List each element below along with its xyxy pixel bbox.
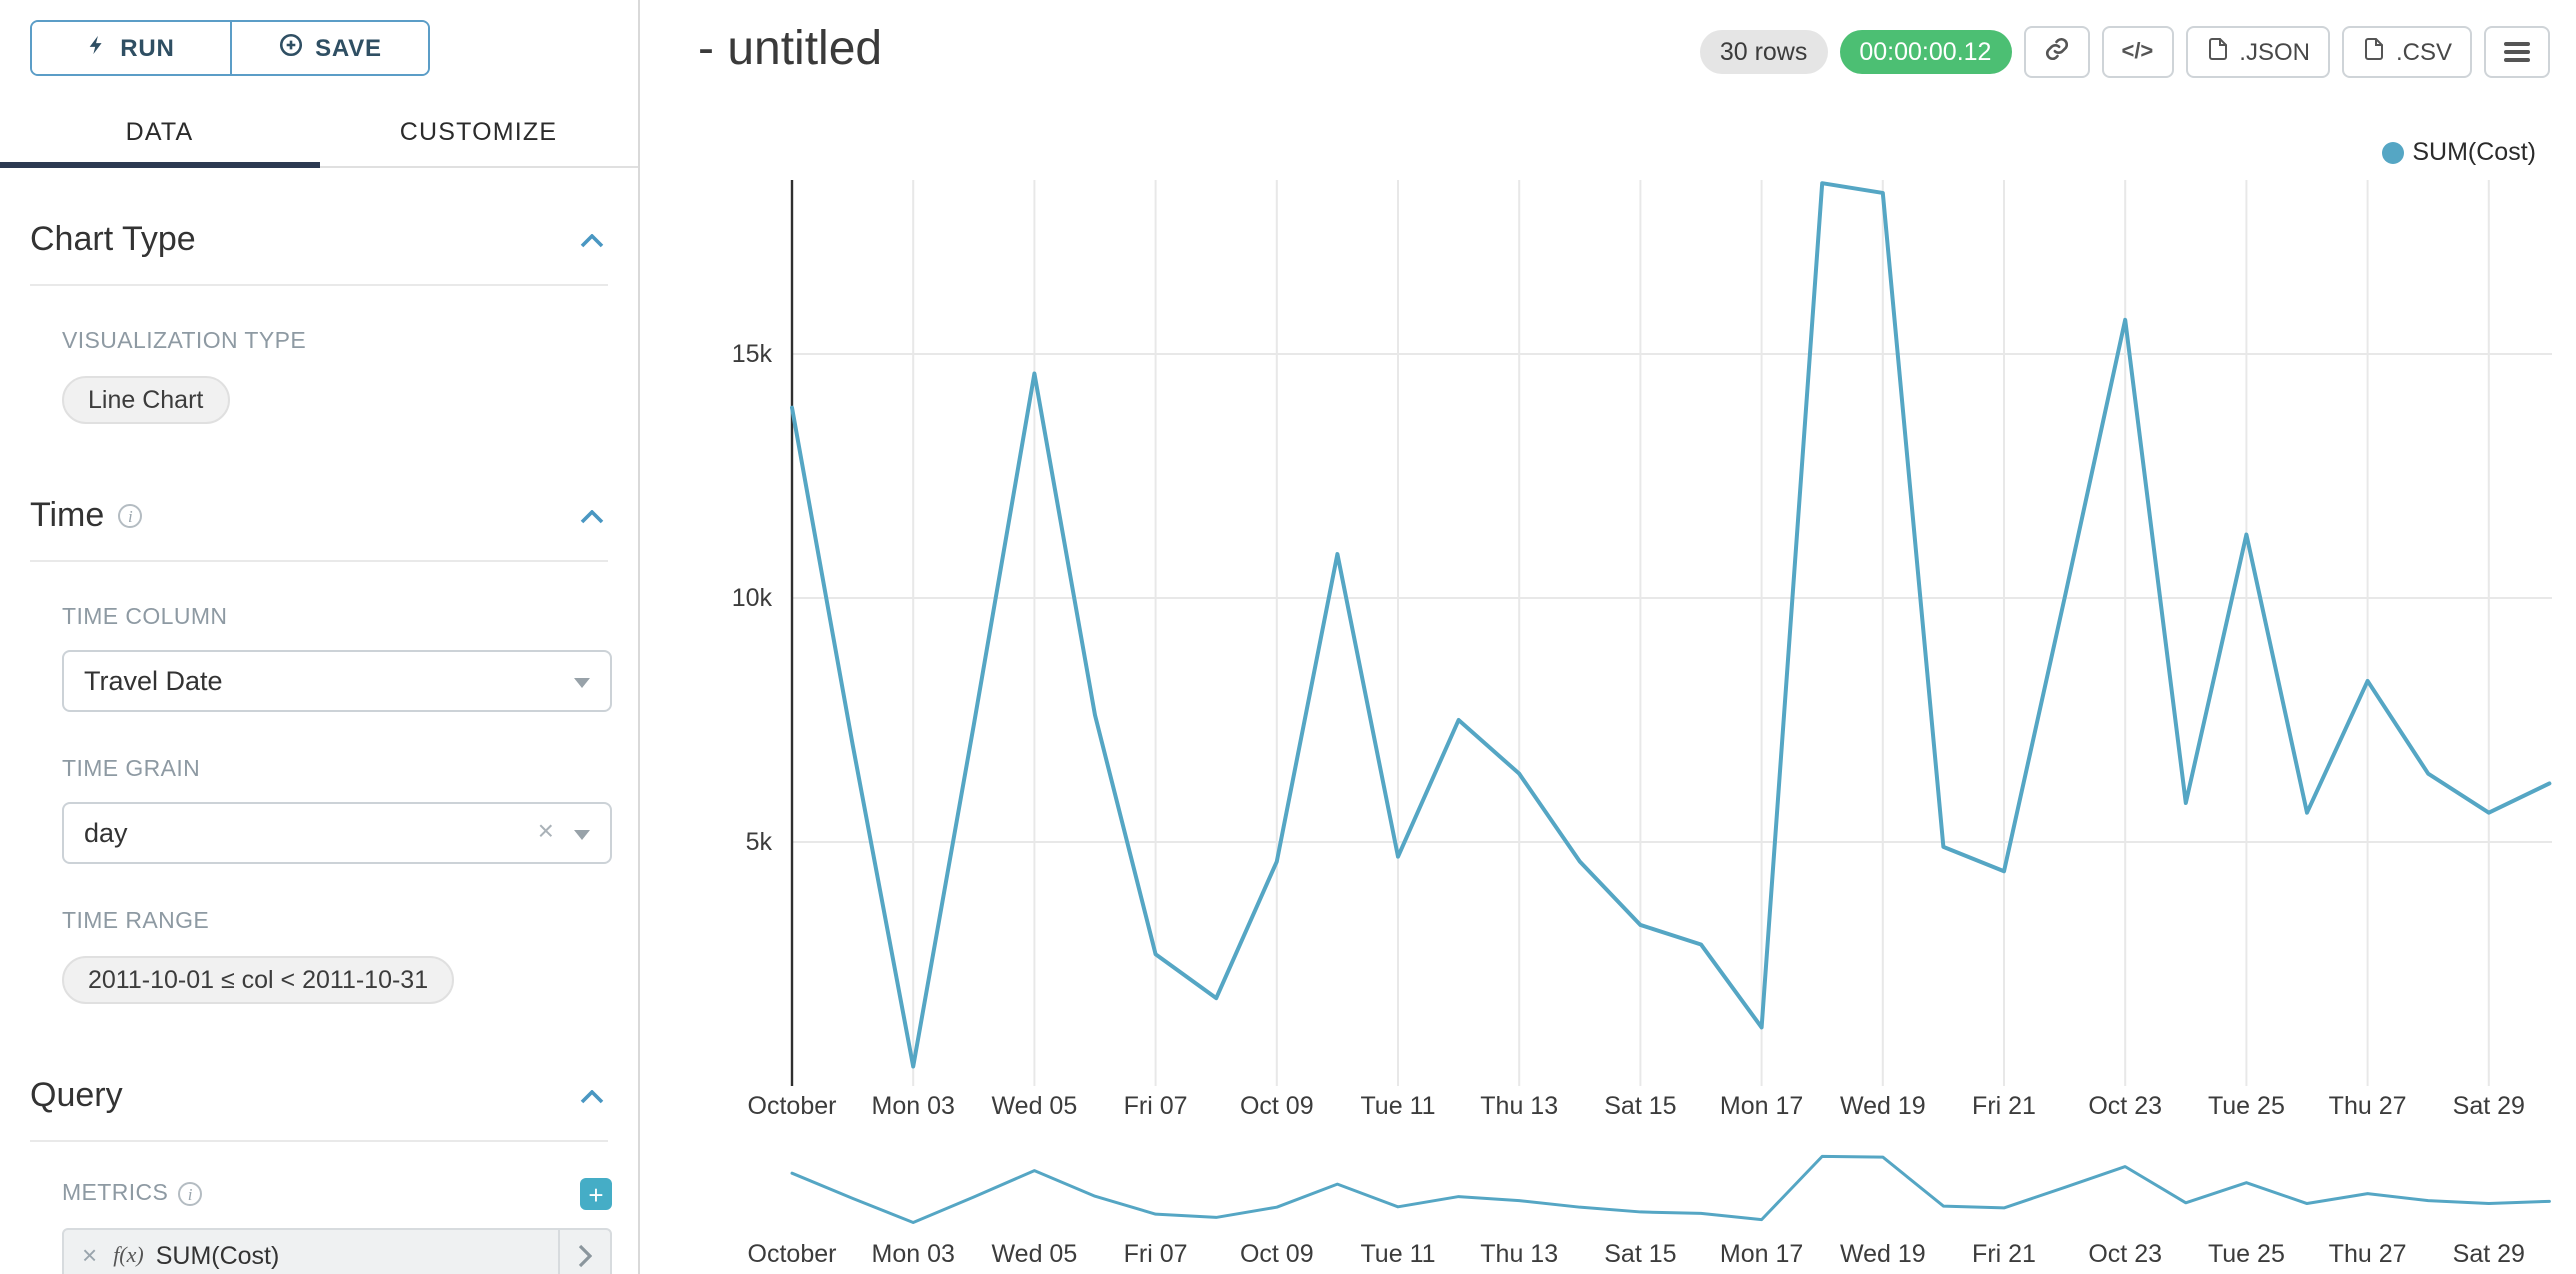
time-grain-select[interactable]: day × bbox=[62, 802, 612, 864]
save-label: SAVE bbox=[315, 34, 382, 62]
metric-pill[interactable]: × f(x) SUM(Cost) bbox=[62, 1228, 612, 1274]
section-title: Query bbox=[30, 1076, 123, 1114]
svg-text:Sat 29: Sat 29 bbox=[2453, 1092, 2525, 1120]
svg-text:Thu 13: Thu 13 bbox=[1480, 1092, 1558, 1120]
file-icon bbox=[2362, 36, 2386, 68]
svg-text:5k: 5k bbox=[746, 828, 773, 856]
metrics-label: METRICS bbox=[62, 1182, 169, 1206]
export-csv-label: .CSV bbox=[2395, 38, 2452, 66]
clear-icon[interactable]: × bbox=[537, 814, 554, 846]
chevron-up-icon[interactable] bbox=[580, 498, 604, 534]
save-button[interactable]: SAVE bbox=[229, 22, 428, 74]
section-title: Time bbox=[30, 496, 105, 534]
svg-text:Thu 27: Thu 27 bbox=[2329, 1240, 2407, 1268]
svg-text:Oct 09: Oct 09 bbox=[1240, 1092, 1314, 1120]
svg-text:Sat 15: Sat 15 bbox=[1604, 1240, 1676, 1268]
svg-text:Thu 13: Thu 13 bbox=[1480, 1240, 1558, 1268]
svg-text:Wed 19: Wed 19 bbox=[1840, 1240, 1926, 1268]
section-chart-type: Chart Type VISUALIZATION TYPE Line Chart bbox=[30, 220, 608, 424]
svg-text:Mon 17: Mon 17 bbox=[1720, 1240, 1803, 1268]
bolt-icon bbox=[86, 32, 108, 64]
plus-circle-icon bbox=[277, 32, 303, 64]
chart-header-actions: 30 rows 00:00:00.12 </> .JSON .CSV bbox=[1699, 26, 2550, 78]
chevron-right-icon[interactable] bbox=[558, 1230, 610, 1274]
svg-text:Fri 07: Fri 07 bbox=[1124, 1092, 1188, 1120]
svg-text:Mon 03: Mon 03 bbox=[872, 1240, 955, 1268]
section-query-header[interactable]: Query bbox=[30, 1076, 608, 1142]
chevron-up-icon[interactable] bbox=[580, 222, 604, 258]
time-column-select[interactable]: Travel Date bbox=[62, 650, 612, 712]
panel-tabs: DATA CUSTOMIZE bbox=[0, 96, 638, 168]
section-time-header[interactable]: Time i bbox=[30, 496, 608, 562]
time-grain-label: TIME GRAIN bbox=[62, 758, 201, 782]
hamburger-icon bbox=[2504, 41, 2530, 63]
time-range-pill[interactable]: 2011-10-01 ≤ col < 2011-10-31 bbox=[62, 956, 455, 1004]
svg-text:10k: 10k bbox=[732, 584, 773, 612]
viz-type-pill[interactable]: Line Chart bbox=[62, 376, 230, 424]
svg-text:Oct 09: Oct 09 bbox=[1240, 1240, 1314, 1268]
info-icon: i bbox=[118, 504, 143, 528]
export-json-button[interactable]: .JSON bbox=[2185, 26, 2330, 78]
svg-text:Sat 29: Sat 29 bbox=[2453, 1240, 2525, 1268]
svg-text:October: October bbox=[748, 1240, 837, 1268]
time-column-label: TIME COLUMN bbox=[62, 606, 228, 630]
query-action-group: RUN SAVE bbox=[30, 20, 430, 76]
svg-text:Fri 21: Fri 21 bbox=[1972, 1240, 2036, 1268]
svg-text:Wed 05: Wed 05 bbox=[992, 1240, 1078, 1268]
export-json-label: .JSON bbox=[2239, 38, 2310, 66]
view-query-button[interactable]: </> bbox=[2101, 26, 2174, 78]
add-metric-button[interactable]: + bbox=[580, 1178, 612, 1210]
legend-dot bbox=[2382, 141, 2405, 163]
remove-metric-icon[interactable]: × bbox=[82, 1240, 98, 1270]
line-chart[interactable]: October October Mon 03 Mon 03 Wed 05 Wed 05 Fr… bbox=[642, 0, 2576, 1274]
svg-text:Wed 05: Wed 05 bbox=[992, 1092, 1078, 1120]
time-range-label: TIME RANGE bbox=[62, 910, 210, 934]
info-icon: i bbox=[178, 1182, 203, 1206]
section-title: Chart Type bbox=[30, 220, 196, 258]
menu-button[interactable] bbox=[2484, 26, 2550, 78]
svg-text:Fri 07: Fri 07 bbox=[1124, 1240, 1188, 1268]
svg-text:Wed 19: Wed 19 bbox=[1840, 1092, 1926, 1120]
svg-text:Fri 21: Fri 21 bbox=[1972, 1092, 2036, 1120]
svg-text:Oct 23: Oct 23 bbox=[2088, 1240, 2162, 1268]
section-time: Time i TIME COLUMN Travel Date TIME GRAI… bbox=[30, 496, 612, 1004]
code-icon: </> bbox=[2121, 40, 2154, 64]
chart-panel: October October Mon 03 Mon 03 Wed 05 Wed 05 Fr… bbox=[642, 0, 2576, 1274]
export-csv-button[interactable]: .CSV bbox=[2341, 26, 2472, 78]
svg-text:Tue 25: Tue 25 bbox=[2208, 1092, 2285, 1120]
section-chart-type-header[interactable]: Chart Type bbox=[30, 220, 608, 286]
svg-text:Tue 25: Tue 25 bbox=[2208, 1240, 2285, 1268]
metric-label: SUM(Cost) bbox=[155, 1241, 280, 1269]
control-panel: RUN SAVE DATA CUSTOMIZE Chart Type bbox=[0, 0, 640, 1274]
svg-text:October: October bbox=[748, 1092, 837, 1120]
legend[interactable]: SUM(Cost) bbox=[2382, 138, 2536, 166]
svg-text:Mon 03: Mon 03 bbox=[872, 1092, 955, 1120]
legend-label: SUM(Cost) bbox=[2412, 138, 2536, 166]
run-label: RUN bbox=[120, 34, 175, 62]
function-icon: f(x) bbox=[113, 1243, 144, 1267]
tab-data[interactable]: DATA bbox=[0, 96, 319, 168]
svg-text:Sat 15: Sat 15 bbox=[1604, 1092, 1676, 1120]
svg-text:Tue 11: Tue 11 bbox=[1360, 1092, 1435, 1120]
rows-badge: 30 rows bbox=[1699, 30, 1828, 74]
caret-down-icon bbox=[574, 830, 590, 840]
link-icon bbox=[2043, 36, 2069, 68]
section-query: Query METRICS i + × f(x) SUM(Cost) bbox=[30, 1076, 612, 1274]
svg-text:Mon 17: Mon 17 bbox=[1720, 1092, 1803, 1120]
file-icon bbox=[2205, 36, 2229, 68]
timer-badge: 00:00:00.12 bbox=[1839, 30, 2012, 74]
share-link-button[interactable] bbox=[2023, 26, 2090, 78]
run-button[interactable]: RUN bbox=[32, 22, 229, 74]
viz-type-label: VISUALIZATION TYPE bbox=[62, 330, 307, 354]
svg-text:15k: 15k bbox=[732, 340, 773, 368]
caret-down-icon bbox=[574, 678, 590, 688]
chart-title[interactable]: - untitled bbox=[698, 22, 883, 76]
svg-text:Thu 27: Thu 27 bbox=[2329, 1092, 2407, 1120]
svg-text:Tue 11: Tue 11 bbox=[1360, 1240, 1435, 1268]
svg-text:Oct 23: Oct 23 bbox=[2088, 1092, 2162, 1120]
chevron-up-icon[interactable] bbox=[580, 1078, 604, 1114]
tab-customize[interactable]: CUSTOMIZE bbox=[399, 117, 558, 145]
